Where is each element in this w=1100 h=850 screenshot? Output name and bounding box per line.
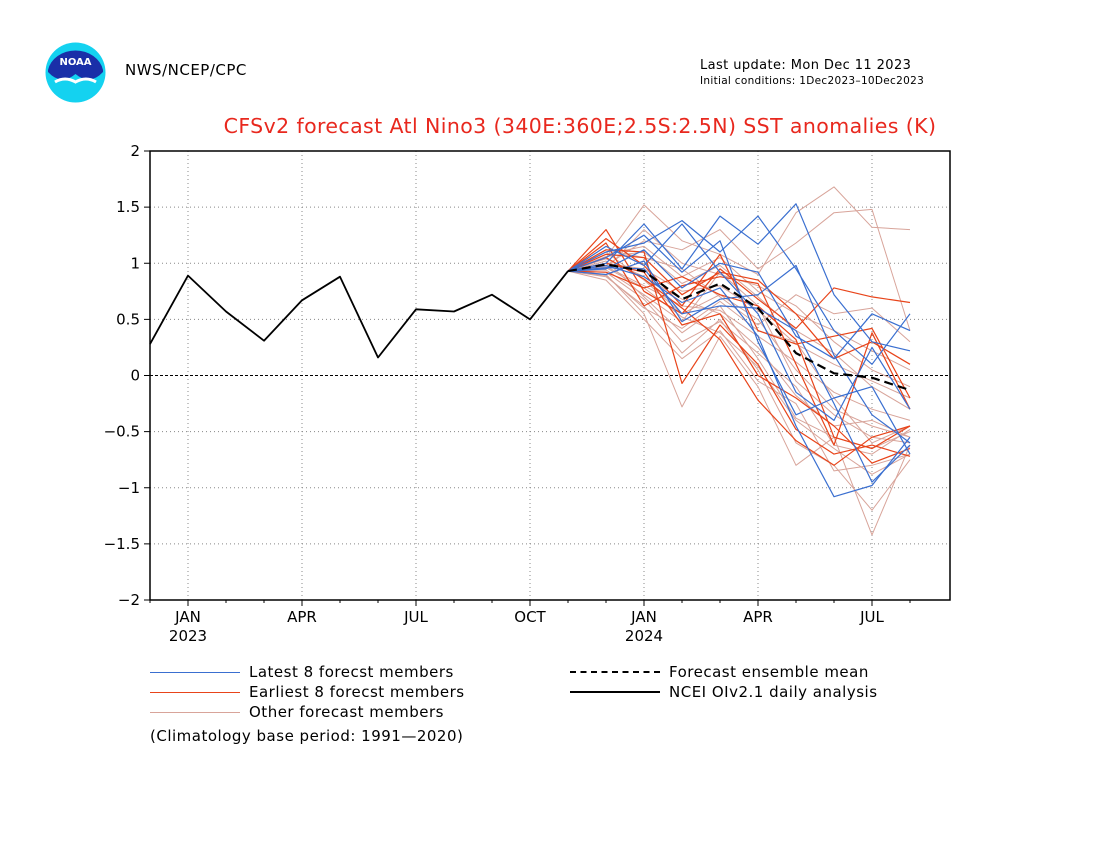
y-tick-label: −1.5 xyxy=(104,535,140,553)
legend-latest-label: Latest 8 forecst members xyxy=(249,663,454,681)
legend-other-swatch xyxy=(150,711,240,713)
x-tick-label: APR xyxy=(743,608,773,626)
other-member-line xyxy=(567,249,911,343)
y-tick-label: 0.5 xyxy=(116,310,140,328)
logo-text: NOAA xyxy=(59,57,91,68)
y-tick-label: −2 xyxy=(118,591,140,609)
y-tick-label: 1 xyxy=(130,254,140,272)
latest-member-line xyxy=(567,203,911,352)
x-tick-label: APR xyxy=(287,608,317,626)
y-tick-label: −1 xyxy=(118,479,140,497)
x-tick-year-label: 2024 xyxy=(625,627,663,645)
legend-mean: Forecast ensemble mean xyxy=(570,662,869,682)
x-tick-year-label: 2023 xyxy=(169,627,207,645)
legend-earliest: Earliest 8 forecst members xyxy=(150,682,465,702)
other-member-line xyxy=(567,270,911,444)
initial-conditions: Initial conditions: 1Dec2023–10Dec2023 xyxy=(700,75,925,87)
noaa-logo: NOAA xyxy=(45,42,106,103)
other-member-line xyxy=(567,270,911,472)
analysis-line xyxy=(149,270,569,359)
latest-member-line xyxy=(567,249,911,360)
legend-latest-swatch xyxy=(150,671,240,673)
earliest-member-line xyxy=(567,242,911,446)
legend-other-label: Other forecast members xyxy=(249,703,444,721)
other-member-line xyxy=(567,267,911,475)
legend-latest: Latest 8 forecst members xyxy=(150,662,454,682)
other-member-line xyxy=(567,262,911,399)
legend-analysis: NCEI OIv2.1 daily analysis xyxy=(570,682,878,702)
latest-member-line xyxy=(567,215,911,365)
other-member-line xyxy=(567,208,911,331)
legend-analysis-swatch xyxy=(570,691,660,693)
x-tick-label: JAN xyxy=(174,608,201,626)
legend-mean-swatch xyxy=(570,671,660,673)
other-member-line xyxy=(567,251,911,410)
other-member-line xyxy=(567,266,911,421)
other-member-line xyxy=(567,269,911,444)
chart-title: CFSv2 forecast Atl Nino3 (340E:360E;2.5S… xyxy=(223,114,937,138)
chart-legend: Latest 8 forecst members Earliest 8 fore… xyxy=(150,662,950,722)
earliest-member-line xyxy=(567,229,911,329)
y-tick-label: 2 xyxy=(130,142,140,160)
y-tick-label: 0 xyxy=(130,367,140,385)
other-member-line xyxy=(567,186,911,275)
legend-analysis-label: NCEI OIv2.1 daily analysis xyxy=(669,683,878,701)
x-tick-label: JAN xyxy=(630,608,657,626)
x-tick-label: JUL xyxy=(403,608,428,626)
org-label: NWS/NCEP/CPC xyxy=(125,61,247,79)
x-tick-label: OCT xyxy=(514,608,546,626)
ensemble-mean-line xyxy=(567,263,911,392)
legend-earliest-label: Earliest 8 forecst members xyxy=(249,683,465,701)
earliest-member-line xyxy=(567,253,911,365)
climatology-footnote: (Climatology base period: 1991—2020) xyxy=(150,727,464,745)
latest-member-line xyxy=(567,234,911,455)
legend-mean-label: Forecast ensemble mean xyxy=(669,663,869,681)
plot-frame xyxy=(149,150,951,601)
other-member-line xyxy=(567,270,911,536)
x-tick-label: JUL xyxy=(859,608,884,626)
legend-other: Other forecast members xyxy=(150,702,444,722)
y-tick-label: −0.5 xyxy=(104,423,140,441)
last-update: Last update: Mon Dec 11 2023 xyxy=(700,58,912,73)
y-tick-label: 1.5 xyxy=(116,198,140,216)
legend-earliest-swatch xyxy=(150,691,240,693)
latest-member-line xyxy=(567,264,911,498)
